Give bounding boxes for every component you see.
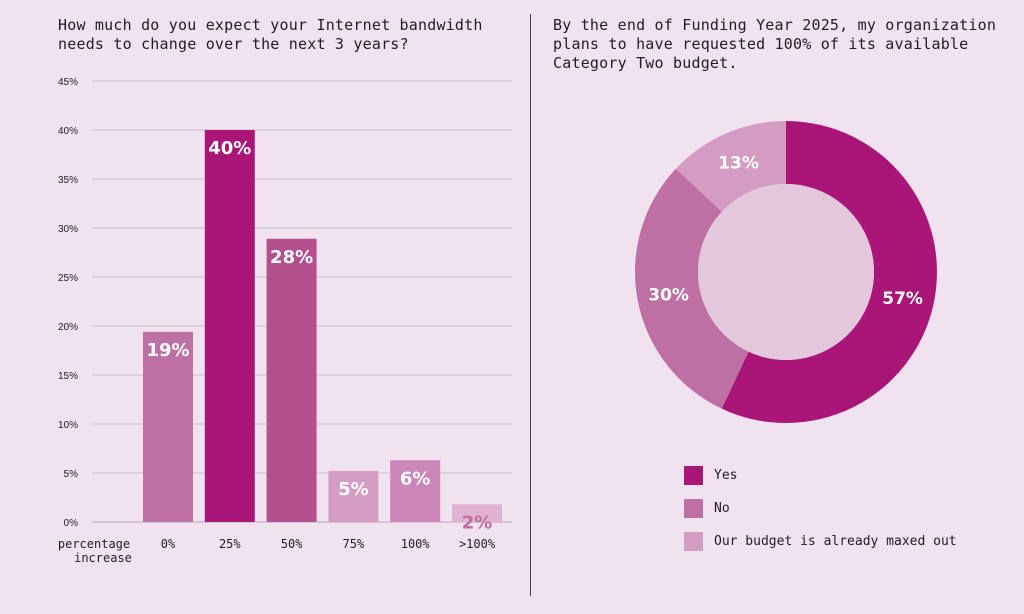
- bar: [143, 331, 193, 522]
- bar: [390, 460, 441, 522]
- legend-swatch-maxed-out: [684, 532, 703, 551]
- legend-label-maxed-out: Our budget is already maxed out: [714, 534, 957, 549]
- bar-value-label: 19%: [146, 340, 189, 361]
- panel-divider: [530, 14, 531, 596]
- y-tick-label: 15%: [58, 371, 78, 382]
- donut-center: [698, 184, 874, 360]
- bar: [204, 130, 255, 522]
- donut-slice-maxed-out: [675, 121, 786, 212]
- legend-label-no: No: [714, 501, 730, 516]
- legend-swatch-yes: [684, 466, 703, 485]
- y-tick-label: 45%: [58, 77, 78, 88]
- y-tick-label: 35%: [58, 175, 78, 186]
- bar-chart-title: How much do you expect your Internet ban…: [58, 16, 483, 53]
- legend-swatch-no: [684, 499, 703, 518]
- y-tick-label: 10%: [58, 420, 78, 431]
- bar-value-label: 28%: [270, 247, 313, 268]
- donut-legend: Yes No Our budget is already maxed out: [684, 459, 957, 558]
- y-tick-label: 25%: [58, 273, 78, 284]
- x-tick-label: 25%: [219, 537, 241, 551]
- y-tick-label: 20%: [58, 322, 78, 333]
- donut-chart-title: By the end of Funding Year 2025, my orga…: [553, 16, 997, 72]
- legend-item-maxed-out: Our budget is already maxed out: [684, 525, 957, 558]
- bar-value-label: 6%: [400, 468, 431, 489]
- x-tick-label: 75%: [343, 537, 365, 551]
- bar: [266, 238, 317, 522]
- y-tick-label: 0%: [64, 518, 79, 529]
- x-tick-label: 50%: [281, 537, 303, 551]
- x-tick-label: 100%: [401, 537, 431, 551]
- donut-value-label: 57%: [882, 289, 923, 309]
- y-tick-label: 30%: [58, 224, 78, 235]
- y-tick-label: 40%: [58, 126, 78, 137]
- donut-value-label: 13%: [718, 153, 759, 173]
- donut-slice-no: [634, 168, 749, 409]
- donut-value-label: 30%: [648, 285, 689, 305]
- x-axis-label-line-2: increase: [74, 551, 132, 565]
- bar-value-label: 5%: [338, 479, 369, 500]
- x-axis-label-line-1: percentage: [58, 537, 130, 551]
- bar-value-label: 2%: [462, 512, 493, 533]
- x-tick-label: 0%: [161, 537, 176, 551]
- legend-item-no: No: [684, 492, 957, 525]
- legend-item-yes: Yes: [684, 459, 957, 492]
- bar-value-label: 40%: [208, 138, 251, 159]
- bar: [452, 504, 502, 522]
- donut-slice-yes: [721, 121, 937, 423]
- x-tick-label: >100%: [459, 537, 496, 551]
- bar: [328, 471, 379, 522]
- legend-label-yes: Yes: [714, 468, 738, 483]
- y-tick-label: 5%: [64, 469, 79, 480]
